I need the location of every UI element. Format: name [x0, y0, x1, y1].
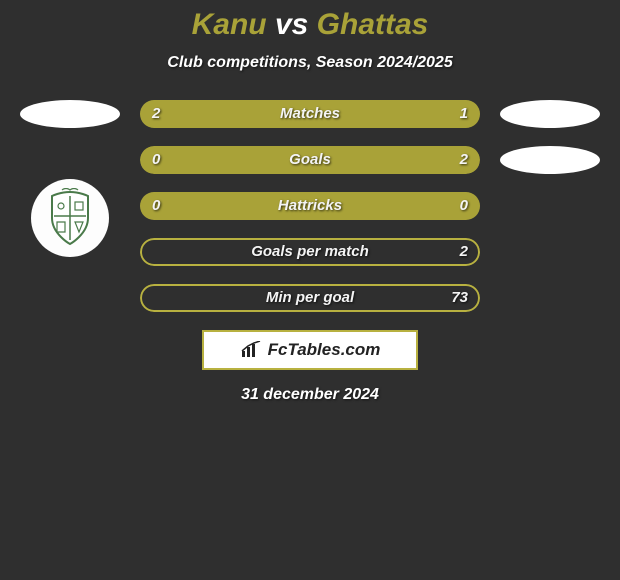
stat-row: 0Goals2 — [0, 146, 620, 174]
date-text: 31 december 2024 — [0, 386, 620, 404]
stat-bar: Min per goal73 — [140, 284, 480, 312]
player-left-marker — [20, 100, 120, 128]
subtitle: Club competitions, Season 2024/2025 — [0, 54, 620, 72]
stat-right-value: 73 — [451, 284, 468, 312]
stat-label: Hattricks — [140, 192, 480, 220]
brand-chart-icon — [240, 341, 262, 359]
club-crest-slot — [20, 178, 120, 258]
stat-right-value: 0 — [460, 192, 468, 220]
stat-label: Goals per match — [140, 238, 480, 266]
stat-bar: 0Hattricks0 — [140, 192, 480, 220]
stat-row: 2Matches1 — [0, 100, 620, 128]
stat-right-value: 1 — [460, 100, 468, 128]
player-right-marker — [500, 100, 600, 128]
stat-bar: Goals per match2 — [140, 238, 480, 266]
player-left-name: Kanu — [192, 8, 267, 41]
player-right-name: Ghattas — [317, 8, 429, 41]
comparison-title: Kanu vs Ghattas — [0, 8, 620, 42]
stat-right-value: 2 — [460, 146, 468, 174]
stat-label: Matches — [140, 100, 480, 128]
player-right-marker — [500, 146, 600, 174]
stat-bar: 2Matches1 — [140, 100, 480, 128]
stat-row: Min per goal73 — [0, 284, 620, 312]
stat-bar: 0Goals2 — [140, 146, 480, 174]
crest-icon — [40, 188, 100, 248]
stat-label: Min per goal — [140, 284, 480, 312]
right-slot — [500, 100, 600, 128]
vs-text: vs — [275, 8, 308, 41]
brand-text: FcTables.com — [268, 340, 381, 360]
club-crest — [31, 179, 109, 257]
left-slot — [20, 100, 120, 128]
brand-box: FcTables.com — [202, 330, 418, 370]
right-slot — [500, 146, 600, 174]
stat-label: Goals — [140, 146, 480, 174]
stat-right-value: 2 — [460, 238, 468, 266]
